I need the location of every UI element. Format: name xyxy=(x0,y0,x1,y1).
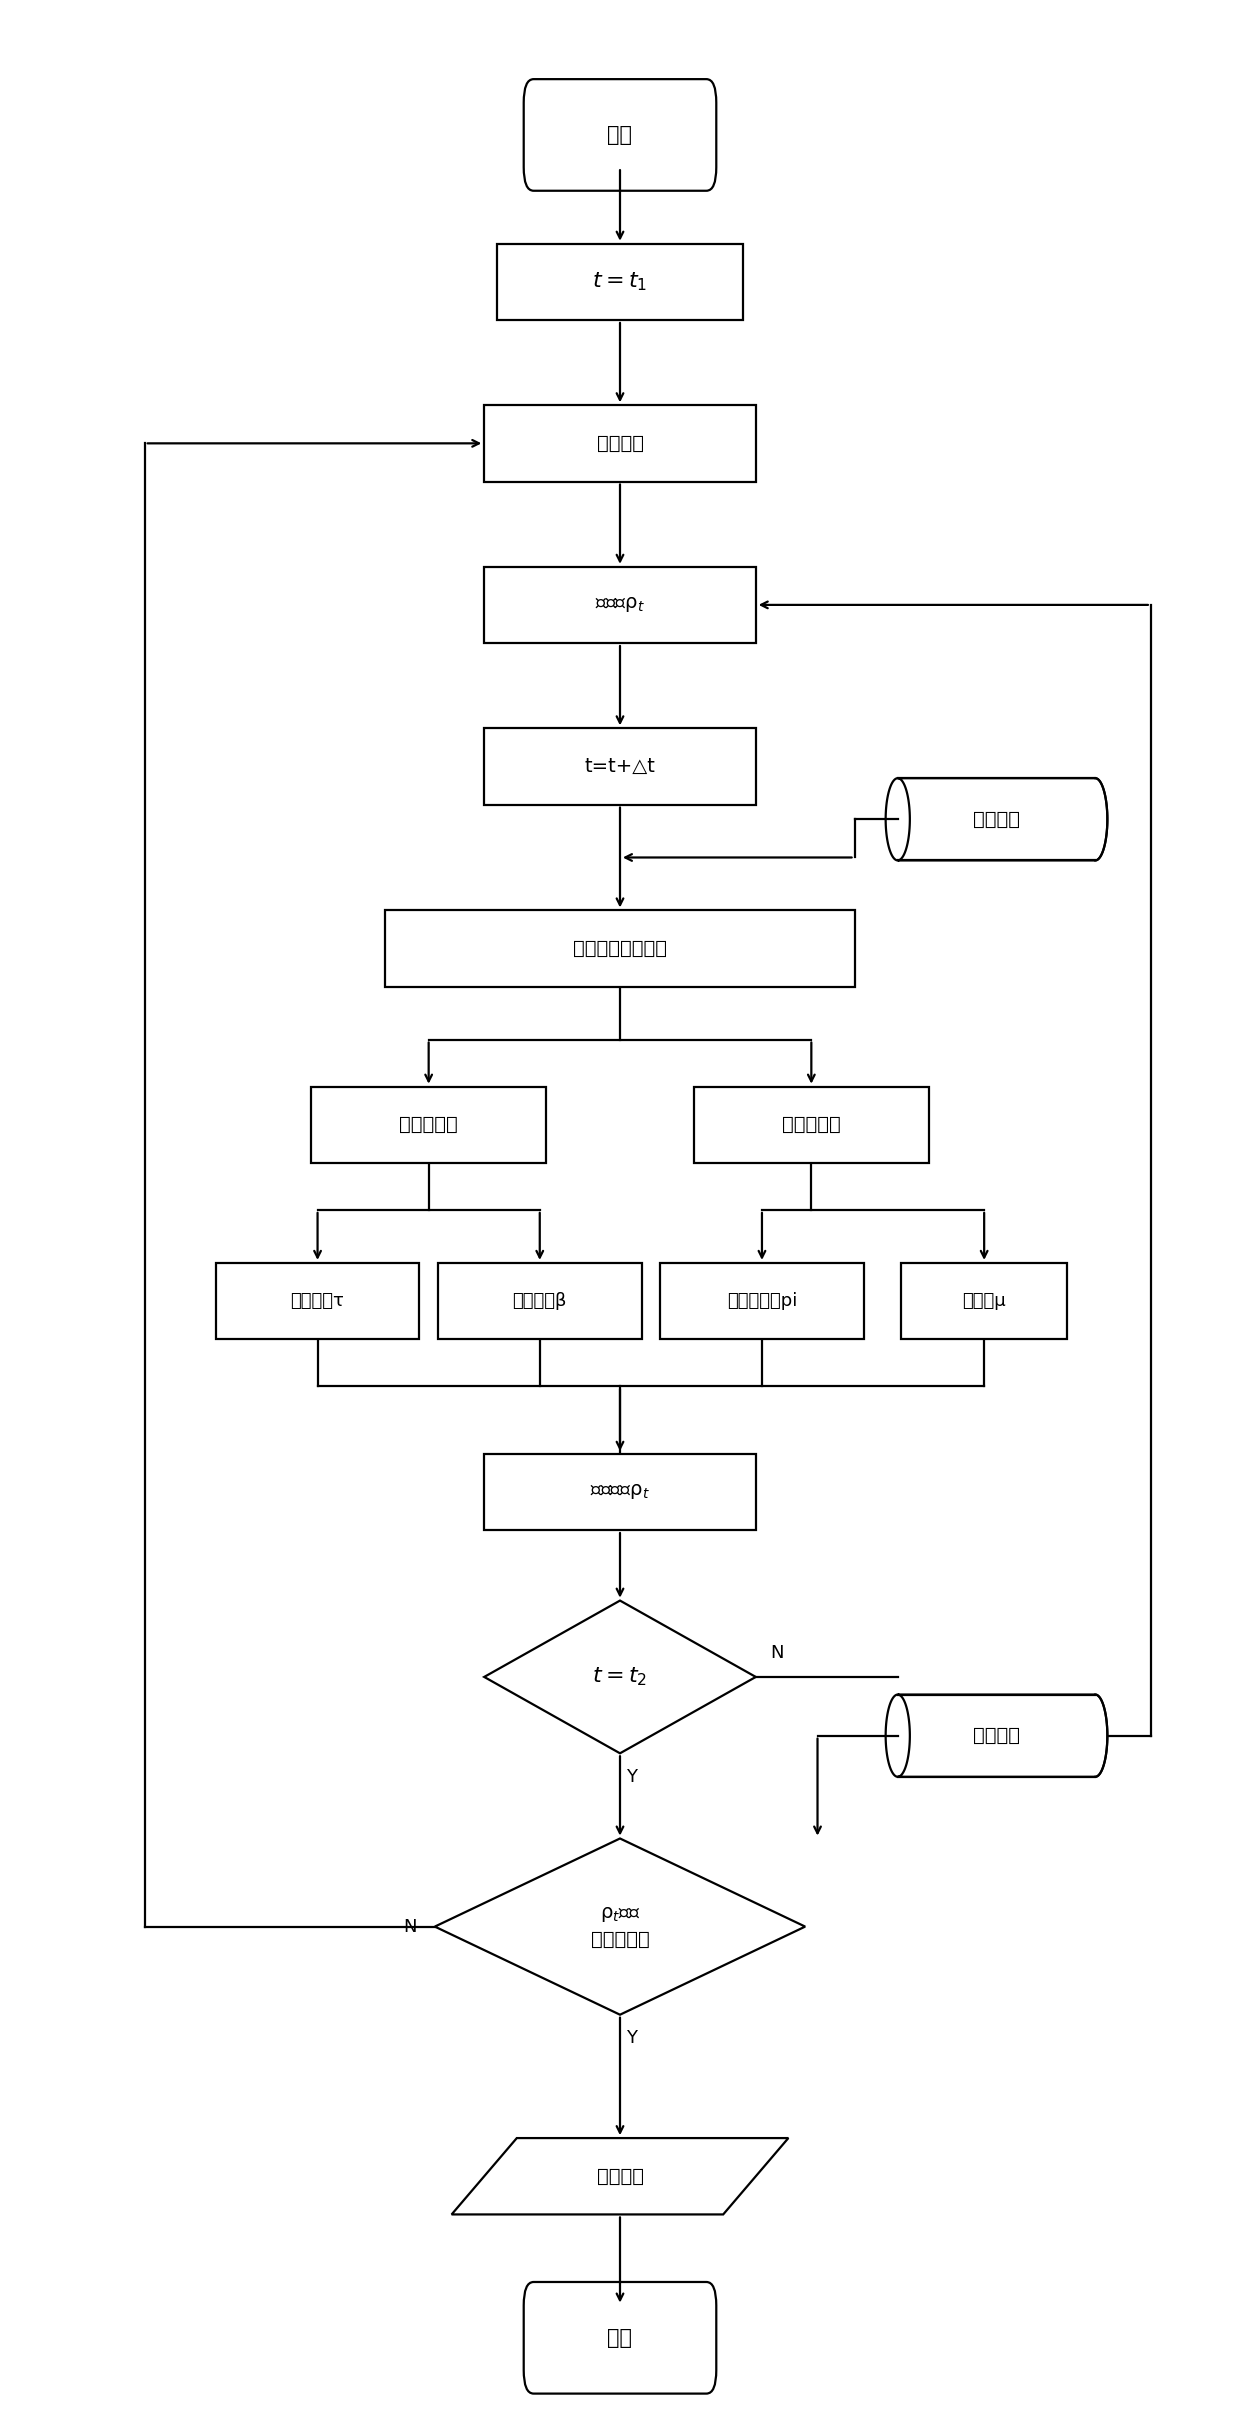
Text: 输出参数: 输出参数 xyxy=(596,2168,644,2185)
Bar xyxy=(484,729,756,804)
Text: Y: Y xyxy=(626,2030,637,2047)
Bar xyxy=(496,244,744,321)
Text: $t=t_2$: $t=t_2$ xyxy=(593,1666,647,1687)
Text: 结束: 结束 xyxy=(608,2327,632,2349)
FancyBboxPatch shape xyxy=(523,80,717,191)
Text: 航空时序边权网络: 航空时序边权网络 xyxy=(573,939,667,958)
Text: ρ$_t$位于
对比区间内: ρ$_t$位于 对比区间内 xyxy=(590,1905,650,1948)
Text: 边连接矩阵: 边连接矩阵 xyxy=(399,1115,458,1135)
Polygon shape xyxy=(435,1839,805,2016)
Bar xyxy=(216,1263,419,1340)
Polygon shape xyxy=(898,1695,1107,1777)
Polygon shape xyxy=(451,2139,789,2214)
Text: 传染概率β: 传染概率β xyxy=(512,1291,567,1311)
Text: 点特征向量: 点特征向量 xyxy=(782,1115,841,1135)
Bar xyxy=(386,910,854,987)
Text: 对比区间: 对比区间 xyxy=(973,1726,1021,1745)
Text: 感染概率ρ$_t$: 感染概率ρ$_t$ xyxy=(590,1482,650,1502)
Bar xyxy=(900,1263,1068,1340)
Bar xyxy=(660,1263,864,1340)
Polygon shape xyxy=(484,1600,756,1753)
Text: 传播时滞τ: 传播时滞τ xyxy=(290,1291,345,1311)
Text: $t=t_1$: $t=t_1$ xyxy=(593,270,647,292)
Text: 恢复率μ: 恢复率μ xyxy=(962,1291,1006,1311)
Polygon shape xyxy=(898,777,1107,859)
Text: 原发延误率pi: 原发延误率pi xyxy=(727,1291,797,1311)
Text: 历史数据: 历史数据 xyxy=(973,809,1021,828)
Bar xyxy=(484,567,756,642)
Bar xyxy=(694,1086,929,1164)
Text: t=t+△t: t=t+△t xyxy=(584,758,656,775)
Text: 设置参数: 设置参数 xyxy=(596,435,644,454)
Text: 初始化ρ$_t$: 初始化ρ$_t$ xyxy=(595,596,645,616)
Text: Y: Y xyxy=(626,1767,637,1786)
FancyBboxPatch shape xyxy=(523,2281,717,2395)
Text: N: N xyxy=(770,1644,784,1663)
Bar xyxy=(484,1453,756,1530)
Bar xyxy=(438,1263,641,1340)
Text: 开始: 开始 xyxy=(608,126,632,145)
Bar xyxy=(311,1086,546,1164)
Bar xyxy=(484,406,756,480)
Text: N: N xyxy=(403,1917,417,1936)
